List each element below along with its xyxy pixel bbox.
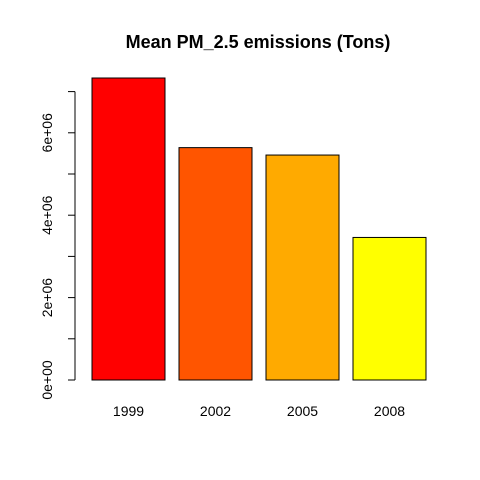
bars-group	[91, 77, 427, 381]
x-category-label: 2002	[200, 403, 231, 419]
y-tick-label: 2e+06	[39, 278, 55, 318]
bar-1999	[91, 77, 166, 381]
y-tick-label: 6e+06	[39, 113, 55, 153]
x-category-label: 2005	[287, 403, 318, 419]
bar-2005	[265, 154, 340, 381]
chart-title: Mean PM_2.5 emissions (Tons)	[126, 32, 391, 52]
x-category-label: 2008	[374, 403, 405, 419]
y-tick-label: 4e+06	[39, 195, 55, 235]
y-tick-label: 0e+00	[39, 360, 55, 400]
y-axis: 0e+00 2e+06 4e+06 6e+06	[39, 91, 76, 400]
bar-2008	[352, 236, 427, 381]
x-axis-labels: 1999 2002 2005 2008	[113, 403, 405, 419]
x-category-label: 1999	[113, 403, 144, 419]
bar-2002	[178, 147, 253, 381]
